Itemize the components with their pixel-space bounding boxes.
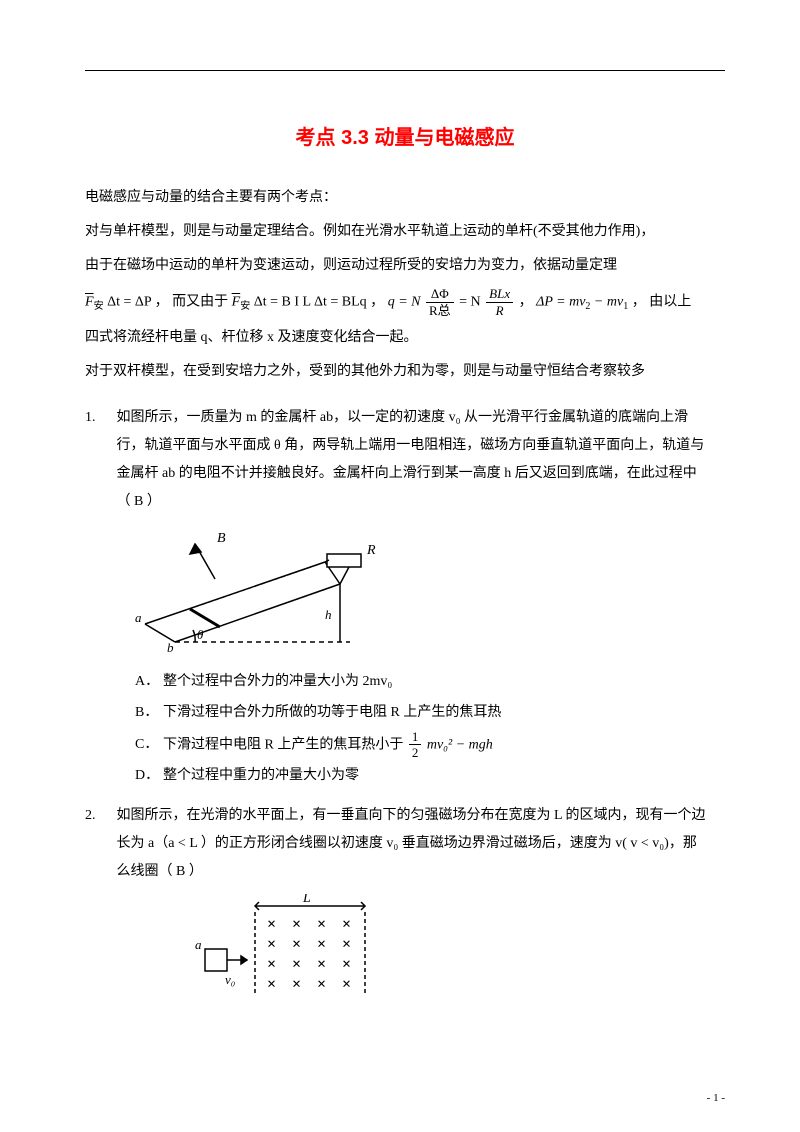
svg-text:×: × xyxy=(267,956,276,973)
q1-options: A．整个过程中合外力的冲量大小为 2mv₀ B．下滑过程中合外力所做的功等于电阻… xyxy=(135,667,725,792)
eq-frac1: ΔΦ R总 xyxy=(426,286,454,318)
intro-line-1: 电磁感应与动量的结合主要有两个考点： xyxy=(85,184,725,212)
svg-text:×: × xyxy=(267,936,276,953)
svg-text:×: × xyxy=(267,916,276,933)
q1-opt-B: B．下滑过程中合外力所做的功等于电阻 R 上产生的焦耳热 xyxy=(135,698,725,729)
intro-line-5: 四式将流经杆电量 q、杆位移 x 及速度变化结合一起。 xyxy=(85,324,725,352)
eq-eqN: = N xyxy=(459,294,481,309)
q2-text: 如图所示，在光滑的水平面上，有一垂直向下的匀强磁场分布在宽度为 L 的区域内，现… xyxy=(117,802,707,886)
q2-svg: × × × × × × × × × × × × × × × × L a v₀ xyxy=(175,894,395,1004)
eq-F1: F xyxy=(85,294,94,309)
q1-opt-A: A．整个过程中合外力的冲量大小为 2mv₀ xyxy=(135,667,725,698)
q1-svg: B R a b θ h xyxy=(135,524,395,654)
eq-tail: ， 由以上 xyxy=(632,294,692,309)
svg-text:×: × xyxy=(342,976,351,993)
svg-text:×: × xyxy=(317,936,326,953)
svg-text:×: × xyxy=(342,956,351,973)
q1-figure: B R a b θ h xyxy=(135,524,725,659)
q1-label-a: a xyxy=(135,610,142,625)
q2-label-L: L xyxy=(302,894,311,906)
q1-label-R: R xyxy=(366,543,376,558)
q1-label-theta: θ xyxy=(197,627,204,642)
q2-label-v0: v₀ xyxy=(225,972,235,987)
svg-text:×: × xyxy=(292,936,301,953)
eq-mid1: 而又由于 xyxy=(172,294,228,309)
eq-frac1-num: ΔΦ xyxy=(426,286,454,303)
q1-number: 1. xyxy=(85,404,113,432)
eq-sub-an2: 安 xyxy=(240,301,250,312)
svg-text:×: × xyxy=(292,956,301,973)
intro-line-6: 对于双杆模型，在受到安培力之外，受到的其他外力和为零，则是与动量守恒结合考察较多 xyxy=(85,358,725,386)
svg-text:×: × xyxy=(342,916,351,933)
q2-label-a: a xyxy=(195,937,202,952)
svg-text:×: × xyxy=(292,916,301,933)
eq-frac1-den: R总 xyxy=(426,303,454,319)
page: 考点 3.3 动量与电磁感应 电磁感应与动量的结合主要有两个考点： 对与单杆模型… xyxy=(0,0,800,1132)
q2-number: 2. xyxy=(85,802,113,830)
svg-text:×: × xyxy=(317,956,326,973)
intro-line-3: 由于在磁场中运动的单杆为变速运动，则运动过程所受的安培力为变力，依据动量定理 xyxy=(85,252,725,280)
q1-opt-D: D．整个过程中重力的冲量大小为零 xyxy=(135,761,725,792)
svg-text:×: × xyxy=(292,976,301,993)
eq-sub1: 1 xyxy=(623,301,628,312)
q1-label-h: h xyxy=(325,607,332,622)
top-rule xyxy=(85,70,725,71)
eq-F2: F xyxy=(232,294,241,309)
eq-t1: Δt = ΔP ， xyxy=(107,294,169,309)
question-1: 1. 如图所示，一质量为 m 的金属杆 ab，以一定的初速度 v₀ 从一光滑平行… xyxy=(85,404,725,516)
page-title: 考点 3.3 动量与电磁感应 xyxy=(85,121,725,150)
svg-text:×: × xyxy=(317,976,326,993)
eq-sub-an1: 安 xyxy=(94,301,104,312)
eq-frac2-num: BLx xyxy=(486,286,513,303)
eq-sub2: 2 xyxy=(585,301,590,312)
q1-label-B: B xyxy=(217,531,226,546)
page-number: - 1 - xyxy=(707,1092,725,1104)
eq-frac2-den: R xyxy=(486,303,513,319)
q1-c-frac: 1 2 xyxy=(409,729,422,761)
q2-figure: × × × × × × × × × × × × × × × × L a v₀ xyxy=(175,894,725,1009)
eq-t2: Δt = B I L Δt = BLq ， xyxy=(254,294,385,309)
eq-comma: ， xyxy=(519,294,533,309)
svg-text:×: × xyxy=(342,936,351,953)
q1-label-b: b xyxy=(167,640,174,654)
svg-text:×: × xyxy=(267,976,276,993)
q1-text: 如图所示，一质量为 m 的金属杆 ab，以一定的初速度 v₀ 从一光滑平行金属轨… xyxy=(117,404,707,516)
intro-line-2: 对与单杆模型，则是与动量定理结合。例如在光滑水平轨道上运动的单杆(不受其他力作用… xyxy=(85,218,725,246)
q1-opt-C: C．下滑过程中电阻 R 上产生的焦耳热小于 1 2 mv₀² − mgh xyxy=(135,729,725,761)
question-2: 2. 如图所示，在光滑的水平面上，有一垂直向下的匀强磁场分布在宽度为 L 的区域… xyxy=(85,802,725,886)
eq-minus: − mv xyxy=(594,294,623,309)
eq-q: q = N xyxy=(388,294,421,309)
equation-line: F安 Δt = ΔP ， 而又由于 F安 Δt = B I L Δt = BLq… xyxy=(85,286,725,318)
eq-dp: ΔP = mv xyxy=(536,294,585,309)
svg-text:×: × xyxy=(317,916,326,933)
eq-frac2: BLx R xyxy=(486,286,513,318)
